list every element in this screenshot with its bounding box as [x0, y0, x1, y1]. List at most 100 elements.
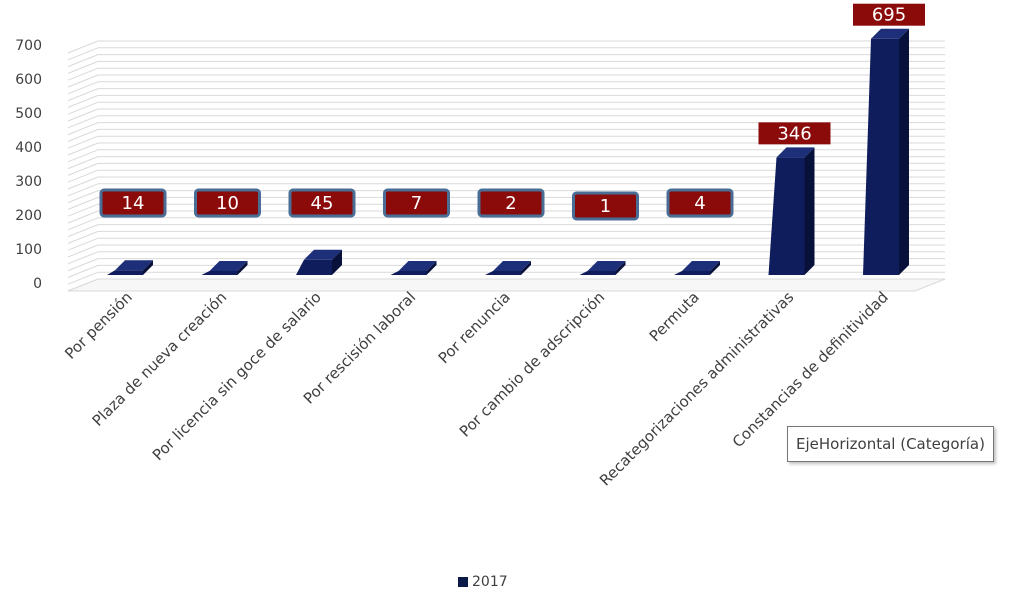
bar [579, 271, 616, 275]
bar [107, 270, 143, 275]
data-label-box [288, 188, 356, 218]
y-tick-label: 0 [33, 276, 42, 292]
x-tick-label: Recategorizaciones administrativas [596, 288, 797, 489]
gridline-depth [67, 156, 99, 170]
bar-side [899, 28, 909, 276]
bar [485, 271, 521, 275]
gridline-depth [67, 162, 99, 176]
x-tick-label: Por renuncia [435, 288, 514, 367]
gridline-depth [67, 135, 99, 149]
bar-top [776, 147, 815, 158]
legend-label: 2017 [472, 574, 508, 590]
data-label: 45 [311, 193, 334, 214]
gridline-depth [67, 217, 99, 231]
y-tick-label: 700 [15, 38, 42, 54]
gridline-depth [67, 271, 99, 285]
gridline-depth [67, 101, 99, 115]
bar-top [115, 260, 153, 271]
x-tick-label: Permuta [646, 288, 703, 345]
bar-top [209, 261, 248, 271]
gridline-depth [67, 67, 99, 81]
bar-side [237, 261, 248, 275]
data-label: 14 [122, 193, 145, 214]
gridline-depth [67, 60, 99, 74]
data-label: 695 [872, 5, 906, 26]
data-label-box [194, 188, 261, 218]
data-label-box [383, 188, 450, 218]
data-label-box [758, 122, 831, 145]
gridline-depth [67, 264, 99, 278]
gridline-depth [67, 54, 99, 68]
gridline-depth [67, 115, 99, 129]
legend-swatch [458, 577, 468, 587]
y-tick-label: 600 [15, 72, 42, 88]
data-label-box [666, 188, 734, 218]
data-label: 10 [216, 193, 239, 214]
data-label: 346 [777, 123, 811, 144]
legend[interactable]: 2017 [458, 574, 508, 590]
bar-side [143, 260, 153, 275]
y-tick-label: 500 [15, 106, 42, 122]
gridline-depth [67, 40, 99, 54]
y-tick-label: 400 [15, 140, 42, 156]
gridline-depth [67, 122, 99, 136]
floor [67, 278, 946, 292]
bar-top [304, 249, 342, 260]
gridline-depth [67, 142, 99, 156]
gridline-depth [67, 169, 99, 183]
bar-side [710, 261, 720, 275]
gridline-depth [67, 230, 99, 244]
y-tick-label: 200 [15, 208, 42, 224]
y-tick-label: 300 [15, 174, 42, 190]
gridline-depth [67, 210, 99, 224]
data-label-box [477, 188, 545, 218]
gridline-depth [67, 88, 99, 102]
gridline-depth [67, 176, 99, 190]
gridline-depth [67, 149, 99, 163]
x-tick-label: Por licencia sin goce de salario [149, 288, 325, 464]
bar-top [682, 261, 720, 271]
bar [768, 157, 805, 275]
data-label: 2 [505, 193, 516, 214]
gridline-depth [67, 196, 99, 210]
data-label-box [99, 188, 167, 218]
gridline-depth [67, 47, 99, 61]
bar-top [871, 28, 909, 39]
data-label: 7 [411, 193, 422, 214]
gridline-depth [67, 237, 99, 251]
gridline-depth [67, 74, 99, 88]
gridline-depth [67, 183, 99, 197]
bar [201, 271, 238, 275]
data-label-box [853, 3, 925, 26]
data-label: 1 [600, 196, 611, 217]
gridline-depth [67, 251, 99, 265]
x-tick-label: Por pensión [61, 288, 136, 363]
data-label: 4 [694, 193, 705, 214]
y-tick-label: 100 [15, 242, 42, 258]
gridline-depth [67, 258, 99, 272]
bar [674, 271, 710, 275]
bar-side [615, 261, 626, 275]
bar-side [426, 261, 437, 275]
bar-top [493, 261, 531, 271]
bar-side [332, 249, 342, 275]
data-label-box [572, 191, 639, 221]
bar [863, 38, 899, 276]
gridline-depth [67, 108, 99, 122]
gridline-depth [67, 203, 99, 217]
axis-tooltip: EjeHorizontal (Categoría) [787, 426, 994, 462]
gridline-depth [67, 94, 99, 108]
bar [296, 259, 332, 275]
gridline-depth [67, 128, 99, 142]
bar-side [804, 147, 815, 275]
bar-top [587, 261, 626, 271]
gridline-depth [67, 81, 99, 95]
bar [390, 271, 427, 275]
bar-top [398, 261, 437, 271]
gridline-depth [67, 190, 99, 204]
bar-side [521, 261, 531, 275]
gridline-depth [67, 244, 99, 258]
gridline-depth [67, 224, 99, 238]
